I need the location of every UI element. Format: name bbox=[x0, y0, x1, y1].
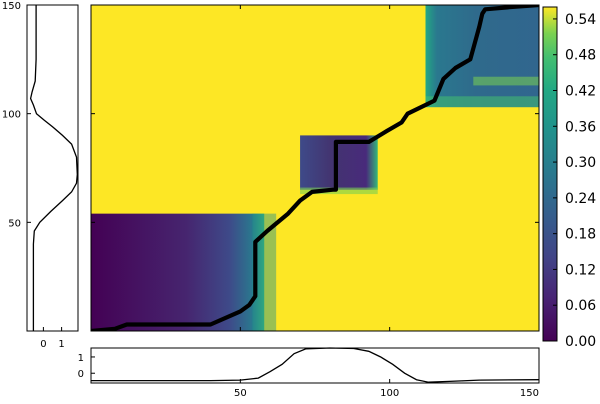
colorbar-tick-label: 0.24 bbox=[565, 191, 596, 207]
y-tick-label: 100 bbox=[2, 110, 21, 121]
colorbar-tick-label: 0.54 bbox=[565, 12, 596, 28]
heatmap-frame bbox=[90, 4, 540, 332]
y-tick-label: 150 bbox=[2, 1, 21, 12]
colorbar-tick-label: 0.12 bbox=[565, 262, 596, 278]
heatmap-transition-strip-3 bbox=[425, 96, 539, 108]
heatmap-transition-strip-2 bbox=[300, 187, 378, 195]
colorbar-tick-label: 0.00 bbox=[565, 334, 596, 350]
left-signal-frame bbox=[26, 4, 79, 332]
bottom-signal-panel: 01 bbox=[78, 347, 540, 384]
left-signal-x-tick-label: 1 bbox=[58, 339, 64, 350]
colorbar-tick-label: 0.06 bbox=[565, 298, 596, 314]
bottom-signal-y-tick-label: 1 bbox=[78, 353, 84, 364]
colorbar: 0.00 0.06 0.12 0.18 0.24 0.30 0.36 0.42 0.48 0.54 bbox=[542, 6, 596, 350]
heatmap-transition-strip-4 bbox=[473, 76, 539, 86]
y-tick-label: 50 bbox=[8, 218, 21, 229]
colorbar-tick-label: 0.48 bbox=[565, 48, 596, 64]
x-tick-label: 150 bbox=[520, 388, 539, 399]
x-tick-label: 50 bbox=[234, 388, 247, 399]
left-signal-line bbox=[29, 5, 78, 331]
bottom-signal-frame bbox=[90, 347, 540, 384]
colorbar-tick-label: 0.36 bbox=[565, 119, 596, 135]
colorbar-tick-label: 0.30 bbox=[565, 155, 596, 171]
left-signal-x-tick-label: 0 bbox=[40, 339, 46, 350]
colorbar-frame bbox=[542, 6, 558, 342]
heatmap-block-2 bbox=[300, 135, 378, 190]
colorbar-tick-label: 0.18 bbox=[565, 227, 596, 243]
bottom-signal-line bbox=[91, 347, 540, 383]
x-tick-label: 100 bbox=[380, 388, 399, 399]
warping-path bbox=[91, 5, 539, 331]
warping-path-layer bbox=[91, 5, 539, 331]
bottom-signal-y-tick-label: 0 bbox=[78, 369, 84, 380]
colorbar-gradient bbox=[543, 7, 557, 341]
heatmap-transition-strip-1 bbox=[252, 213, 277, 331]
colorbar-tick-label: 0.42 bbox=[565, 84, 596, 100]
